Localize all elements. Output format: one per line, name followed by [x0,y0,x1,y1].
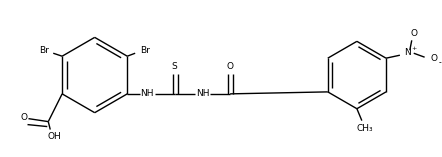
Text: +: + [411,46,416,51]
Text: Br: Br [39,46,49,55]
Text: NH: NH [196,89,209,98]
Text: O: O [227,62,234,71]
Text: -: - [439,58,442,67]
Text: O: O [410,29,417,38]
Text: NH: NH [140,89,154,98]
Text: Br: Br [140,46,150,55]
Text: N: N [404,48,411,57]
Text: S: S [172,62,178,71]
Text: O: O [430,54,437,63]
Text: OH: OH [47,132,61,141]
Text: O: O [20,113,27,122]
Text: CH₃: CH₃ [357,124,373,133]
